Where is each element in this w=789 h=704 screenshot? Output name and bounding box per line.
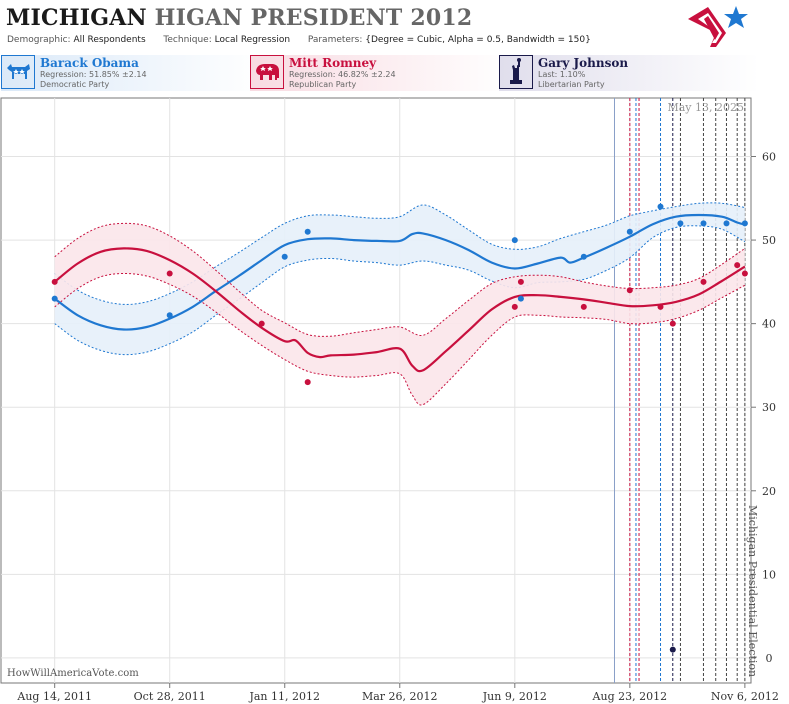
confidence-lower xyxy=(54,225,746,356)
poll-point xyxy=(258,320,265,327)
candidate-name: Barack Obama xyxy=(40,56,139,70)
candidate-stat: Last: 1.10% xyxy=(538,70,586,79)
donkey-icon xyxy=(1,55,35,89)
candidate-party: Democratic Party xyxy=(40,80,110,89)
poll-point xyxy=(580,303,587,310)
poll-point xyxy=(580,253,587,260)
poll-point xyxy=(741,220,748,227)
param-value: {Degree = Cubic, Alpha = 0.5, Bandwidth … xyxy=(365,35,591,45)
header: MICHIGAN HIGAN PRESIDENT 2012 Demographi… xyxy=(0,0,789,52)
parameters-line: Demographic: All Respondents Technique: … xyxy=(7,35,591,45)
x-tick-label: Mar 26, 2012 xyxy=(362,690,438,703)
plot-area xyxy=(0,97,752,684)
date-label: May 13, 2025 xyxy=(667,101,744,114)
confidence-band xyxy=(54,202,745,355)
poll-point xyxy=(511,237,518,244)
candidate-panel-johnson[interactable]: Gary Johnson Last: 1.10% Libertarian Par… xyxy=(499,55,759,91)
poll-point xyxy=(511,303,518,310)
election-label: Michigan Presidential Election xyxy=(746,505,759,677)
candidate-stat: Regression: 51.85% ±2.14 xyxy=(40,70,147,79)
trend-line xyxy=(54,213,746,331)
poll-point xyxy=(734,262,741,269)
poll-point xyxy=(51,278,58,285)
poll-point xyxy=(166,312,173,319)
poll-point xyxy=(669,646,676,653)
candidate-party: Libertarian Party xyxy=(538,80,605,89)
candidate-name: Mitt Romney xyxy=(289,56,377,70)
poll-point xyxy=(626,228,633,235)
y-tick-label: 10 xyxy=(762,568,776,581)
liberty-icon xyxy=(499,55,533,89)
candidate-panel-romney[interactable]: Mitt Romney Regression: 46.82% ±2.24 Rep… xyxy=(250,55,510,91)
poll-point xyxy=(677,220,684,227)
candidate-party: Republican Party xyxy=(289,80,357,89)
poll-point xyxy=(517,295,524,302)
source-credit[interactable]: HowWillAmericaVote.com xyxy=(7,668,139,679)
title-state: MICHIGAN xyxy=(6,5,147,31)
confidence-band xyxy=(54,223,745,405)
x-tick-label: Nov 6, 2012 xyxy=(711,690,779,703)
poll-point xyxy=(304,379,311,386)
y-tick-label: 30 xyxy=(762,401,776,414)
site-logo-icon[interactable] xyxy=(686,3,750,49)
candidate-panel-obama[interactable]: Barack Obama Regression: 51.85% ±2.14 De… xyxy=(1,55,261,91)
page-title: MICHIGAN HIGAN PRESIDENT 2012 xyxy=(6,5,472,31)
title-rest: HIGAN PRESIDENT 2012 xyxy=(154,5,473,31)
poll-point xyxy=(657,203,664,210)
x-tick-label: Oct 28, 2011 xyxy=(134,690,206,703)
param-value: Local Regression xyxy=(214,35,291,45)
trend-line xyxy=(54,247,746,373)
poll-chart: 0 10 20 30 40 50 60 Aug 14, 2011 Oct 28, 2011 Jan… xyxy=(0,97,779,703)
poll-point xyxy=(657,303,664,310)
x-tick-label: Aug 14, 2011 xyxy=(16,690,92,703)
candidate-stat: Regression: 46.82% ±2.24 xyxy=(289,70,396,79)
y-tick-label: 0 xyxy=(766,652,773,665)
poll-point xyxy=(304,228,311,235)
poll-point xyxy=(51,295,58,302)
poll-point xyxy=(700,278,707,285)
poll-point xyxy=(281,253,288,260)
x-tick-label: Jan 11, 2012 xyxy=(248,690,320,703)
confidence-upper xyxy=(54,202,745,305)
elephant-icon xyxy=(250,55,284,89)
poll-point xyxy=(741,270,748,277)
y-tick-label: 60 xyxy=(762,151,776,164)
x-tick-label: Aug 23, 2012 xyxy=(592,690,668,703)
confidence-lower xyxy=(54,272,746,406)
poll-point xyxy=(517,278,524,285)
x-tick-label: Jun 9, 2012 xyxy=(482,690,547,703)
poll-point xyxy=(626,287,633,294)
poll-point xyxy=(700,220,707,227)
param-value: All Respondents xyxy=(73,35,146,45)
param-key: Demographic: xyxy=(7,35,71,45)
poll-point xyxy=(723,220,730,227)
y-tick-label: 40 xyxy=(762,318,776,331)
poll-point xyxy=(669,320,676,327)
y-tick-label: 50 xyxy=(762,234,776,247)
candidate-name: Gary Johnson xyxy=(538,56,629,70)
param-key: Parameters: xyxy=(307,35,363,45)
param-key: Technique: xyxy=(163,35,212,45)
y-tick-label: 20 xyxy=(762,485,776,498)
poll-point xyxy=(166,270,173,277)
